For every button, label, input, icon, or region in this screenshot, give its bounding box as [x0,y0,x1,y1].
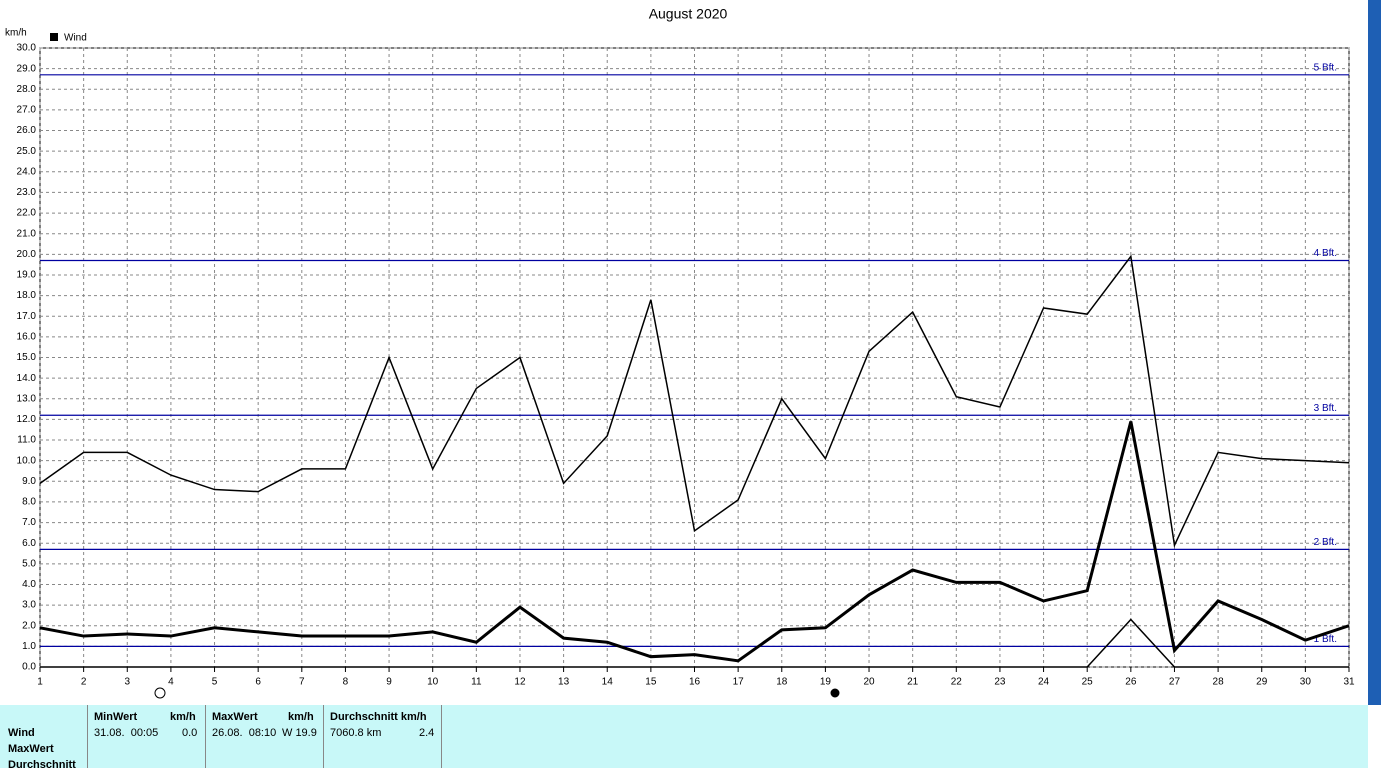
y-tick-label: 0.0 [22,662,36,673]
col-header: MaxWert [212,711,258,723]
y-tick-label: 10.0 [17,455,37,466]
x-tick-label: 3 [124,677,130,688]
y-tick-label: 18.0 [17,290,37,301]
col-unit: km/h [170,711,196,723]
x-tick-label: 18 [776,677,788,688]
x-tick-label: 6 [255,677,261,688]
x-tick-label: 17 [733,677,745,688]
x-tick-label: 20 [863,677,875,688]
cell: 2.4 [419,727,435,739]
y-tick-label: 3.0 [22,600,36,611]
y-tick-label: 1.0 [22,641,36,652]
x-tick-label: 31 [1343,677,1355,688]
y-tick-label: 24.0 [17,166,37,177]
x-tick-label: 4 [168,677,174,688]
cell: W 19.9 [282,727,317,739]
x-tick-label: 28 [1213,677,1225,688]
x-tick-label: 2 [81,677,87,688]
y-tick-label: 30.0 [17,43,37,54]
row-label: Wind [8,727,35,739]
x-tick-label: 9 [386,677,392,688]
x-tick-label: 5 [212,677,218,688]
x-tick-label: 12 [514,677,526,688]
y-tick-label: 19.0 [17,270,37,281]
x-tick-label: 15 [645,677,657,688]
x-tick-label: 14 [602,677,614,688]
y-tick-label: 7.0 [22,517,36,528]
separator [441,705,442,768]
series-line [39,254,1350,548]
x-tick-label: 23 [994,677,1006,688]
separator [87,705,88,768]
x-tick-label: 1 [37,677,43,688]
beaufort-label: 1 Bft. [1314,634,1337,645]
y-tick-label: 23.0 [17,187,37,198]
series-line [40,618,1349,668]
stats-table: Wind MaxWert Durchschnitt MinWert km/h 3… [0,705,1368,771]
chart: August 2020 km/h Wind 0.0 1.0 2.0 3.0 4.0 5.0… [5,0,1381,705]
x-tick-label: 10 [427,677,439,688]
y-tick-label: 25.0 [17,146,37,157]
x-tick-label: 30 [1300,677,1312,688]
y-tick-label: 14.0 [17,373,37,384]
y-tick-label: 17.0 [17,311,37,322]
x-tick-label: 16 [689,677,701,688]
row-label: MaxWert [8,743,54,755]
x-tick-label: 26 [1125,677,1137,688]
col-unit: km/h [288,711,314,723]
y-tick-label: 13.0 [17,393,37,404]
y-tick-label: 22.0 [17,208,37,219]
x-tick-label: 27 [1169,677,1181,688]
cell: 31.08. 00:05 [94,727,159,739]
beaufort-label: 4 Bft. [1314,248,1337,259]
y-tick-label: 26.0 [17,125,37,136]
row-label: Durchschnitt [8,759,76,771]
y-tick-label: 15.0 [17,352,37,363]
legend-swatch [50,33,58,41]
y-tick-label: 12.0 [17,414,37,425]
x-tick-label: 22 [951,677,963,688]
chart-title: August 2020 [649,6,728,22]
y-tick-label: 6.0 [22,538,36,549]
x-tick-label: 13 [558,677,570,688]
legend-label: Wind [64,33,87,44]
x-tick-label: 8 [343,677,349,688]
x-tick-label: 7 [299,677,305,688]
series-line [39,421,1350,663]
beaufort-label: 2 Bft. [1314,537,1337,548]
cell: 7060.8 km [330,727,382,739]
x-tick-label: 21 [907,677,919,688]
y-unit: km/h [5,28,27,39]
cell: 26.08. 08:10 [212,727,277,739]
y-tick-label: 27.0 [17,105,37,116]
y-tick-label: 8.0 [22,497,36,508]
x-tick-label: 19 [820,677,832,688]
y-tick-label: 16.0 [17,332,37,343]
x-tick-label: 24 [1038,677,1050,688]
y-tick-label: 21.0 [17,228,37,239]
y-tick-label: 5.0 [22,558,36,569]
desktop-edge [1368,0,1381,705]
separator [323,705,324,768]
y-tick-label: 29.0 [17,63,37,74]
y-tick-label: 4.0 [22,579,36,590]
cell: 0.0 [182,727,198,739]
y-tick-label: 11.0 [17,435,36,446]
y-tick-label: 9.0 [22,476,36,487]
col-header: MinWert [94,711,138,723]
col-header: Durchschnitt km/h [330,711,427,723]
moon-new [830,688,840,698]
x-tick-label: 29 [1256,677,1268,688]
beaufort-label: 3 Bft. [1314,403,1337,414]
beaufort-label: 5 Bft. [1314,62,1337,73]
y-tick-label: 20.0 [17,249,37,260]
x-tick-label: 25 [1082,677,1094,688]
separator [205,705,206,768]
y-tick-label: 28.0 [17,84,37,95]
x-tick-label: 11 [471,677,482,688]
moon-full [154,687,166,699]
y-tick-label: 2.0 [22,620,36,631]
